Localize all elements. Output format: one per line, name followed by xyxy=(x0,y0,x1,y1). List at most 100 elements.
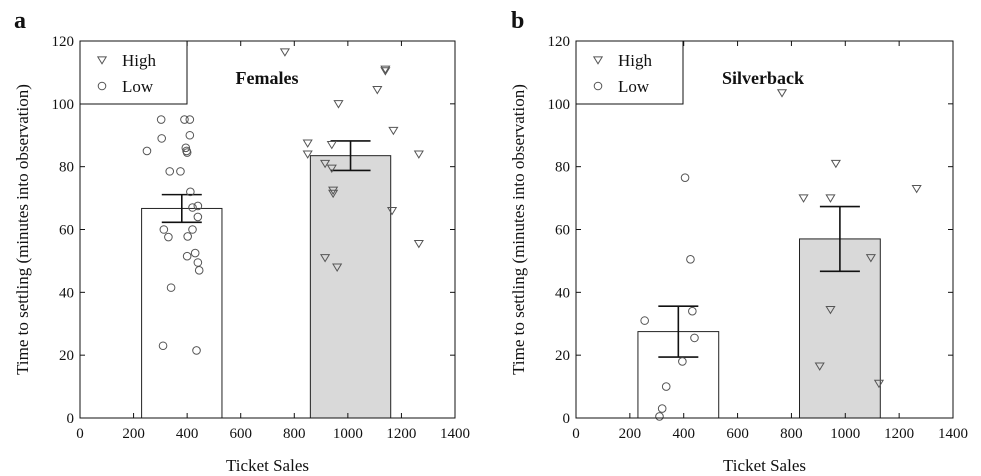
point-high-0 xyxy=(776,89,788,98)
legend-low-label: Low xyxy=(122,77,154,96)
y-tick-label: 80 xyxy=(555,160,570,176)
point-low-6 xyxy=(165,167,175,176)
x-tick-label: 0 xyxy=(76,426,84,442)
point-low-18 xyxy=(188,203,197,212)
y-tick-label: 0 xyxy=(67,411,75,427)
y-tick-label: 40 xyxy=(555,285,570,301)
legend-high-marker xyxy=(592,56,604,65)
legend-low-marker xyxy=(593,81,603,91)
x-tick-label: 800 xyxy=(283,426,306,442)
point-high-17 xyxy=(413,239,424,249)
point-low-6 xyxy=(686,255,695,264)
point-low-19 xyxy=(188,225,197,234)
point-low-4 xyxy=(678,357,687,366)
y-tick-label: 60 xyxy=(555,223,570,239)
y-tick-label: 120 xyxy=(548,34,571,50)
point-low-2 xyxy=(156,115,166,124)
point-low-20 xyxy=(190,248,200,258)
y-axis-title: Time to settling (minutes into observati… xyxy=(13,84,32,375)
point-high-11 xyxy=(372,86,383,95)
point-high-0 xyxy=(279,48,290,57)
point-high-15 xyxy=(388,126,399,136)
x-tick-label: 1000 xyxy=(333,426,363,442)
panel-letter: b xyxy=(511,8,524,34)
point-low-15 xyxy=(185,115,195,124)
y-tick-label: 100 xyxy=(52,97,75,113)
point-low-1 xyxy=(157,134,166,143)
point-high-7 xyxy=(873,379,885,389)
panel-a: 0 200 400 600 800 1000 1200 1400 0 20 40 60 80 100 120… xyxy=(13,8,470,475)
panel-letter: a xyxy=(14,8,26,34)
point-low-0 xyxy=(640,316,649,325)
x-tick-label: 200 xyxy=(619,426,642,442)
point-high-8 xyxy=(328,189,339,199)
point-low-0 xyxy=(142,146,152,156)
point-low-13 xyxy=(182,251,192,261)
point-high-6 xyxy=(865,254,876,263)
point-low-4 xyxy=(159,225,169,234)
y-tick-label: 120 xyxy=(52,34,75,50)
point-low-3 xyxy=(158,341,168,351)
x-tick-label: 1200 xyxy=(884,426,914,442)
point-low-12 xyxy=(182,148,192,157)
y-tick-label: 20 xyxy=(59,348,74,364)
point-high-3 xyxy=(825,194,836,203)
y-tick-label: 0 xyxy=(563,411,571,427)
point-low-5 xyxy=(164,232,173,242)
legend-box xyxy=(575,40,684,105)
point-high-9 xyxy=(332,263,343,272)
legend-high-label: High xyxy=(122,51,157,70)
point-high-1 xyxy=(302,139,313,148)
point-low-1 xyxy=(655,412,664,421)
point-high-13 xyxy=(380,67,391,76)
point-high-10 xyxy=(333,100,344,109)
point-low-10 xyxy=(181,143,191,153)
x-tick-label: 400 xyxy=(672,426,695,442)
point-high-6 xyxy=(326,141,337,150)
x-tick-label: 200 xyxy=(122,426,145,442)
point-low-5 xyxy=(680,173,690,182)
point-low-23 xyxy=(193,201,203,211)
point-high-4 xyxy=(320,254,331,263)
y-tick-label: 40 xyxy=(59,285,74,301)
legend: High Low xyxy=(79,40,188,105)
x-tick-label: 600 xyxy=(726,426,749,442)
point-low-7 xyxy=(166,283,176,292)
legend-high-label: High xyxy=(618,51,653,70)
point-high-8 xyxy=(911,185,922,194)
point-low-7 xyxy=(688,306,697,316)
point-high-5 xyxy=(830,159,841,169)
legend-high-marker xyxy=(96,56,108,65)
panel-title: Silverback xyxy=(722,68,804,88)
panel-b: 0 200 400 600 800 1000 1200 1400 0 20 40 60 80 100 120… xyxy=(509,8,968,475)
point-high-16 xyxy=(413,150,424,159)
y-tick-label: 60 xyxy=(59,223,74,239)
y-tick-label: 80 xyxy=(59,160,74,176)
point-low-22 xyxy=(193,212,203,222)
point-high-14 xyxy=(386,207,398,216)
point-low-17 xyxy=(186,187,195,197)
legend-low-marker xyxy=(97,81,107,91)
x-tick-label: 600 xyxy=(229,426,252,442)
point-low-16 xyxy=(185,130,195,140)
point-high-3 xyxy=(320,159,331,169)
point-high-2 xyxy=(302,150,313,159)
y-tick-label: 100 xyxy=(548,97,571,113)
point-low-25 xyxy=(194,266,204,275)
point-low-8 xyxy=(176,167,185,176)
x-axis-title: Ticket Sales xyxy=(226,456,309,475)
bar-low xyxy=(141,207,223,419)
y-axis-title: Time to settling (minutes into observati… xyxy=(509,84,528,375)
bar-high xyxy=(309,155,392,419)
point-high-12 xyxy=(380,65,391,75)
panel-title: Females xyxy=(236,68,299,88)
point-low-2 xyxy=(657,404,667,413)
point-low-3 xyxy=(661,382,671,391)
point-high-1 xyxy=(798,194,809,203)
x-tick-label: 1400 xyxy=(440,426,470,442)
point-low-9 xyxy=(180,115,189,124)
legend-box xyxy=(79,40,188,105)
x-tick-label: 1400 xyxy=(938,426,968,442)
x-axis-title: Ticket Sales xyxy=(723,456,806,475)
